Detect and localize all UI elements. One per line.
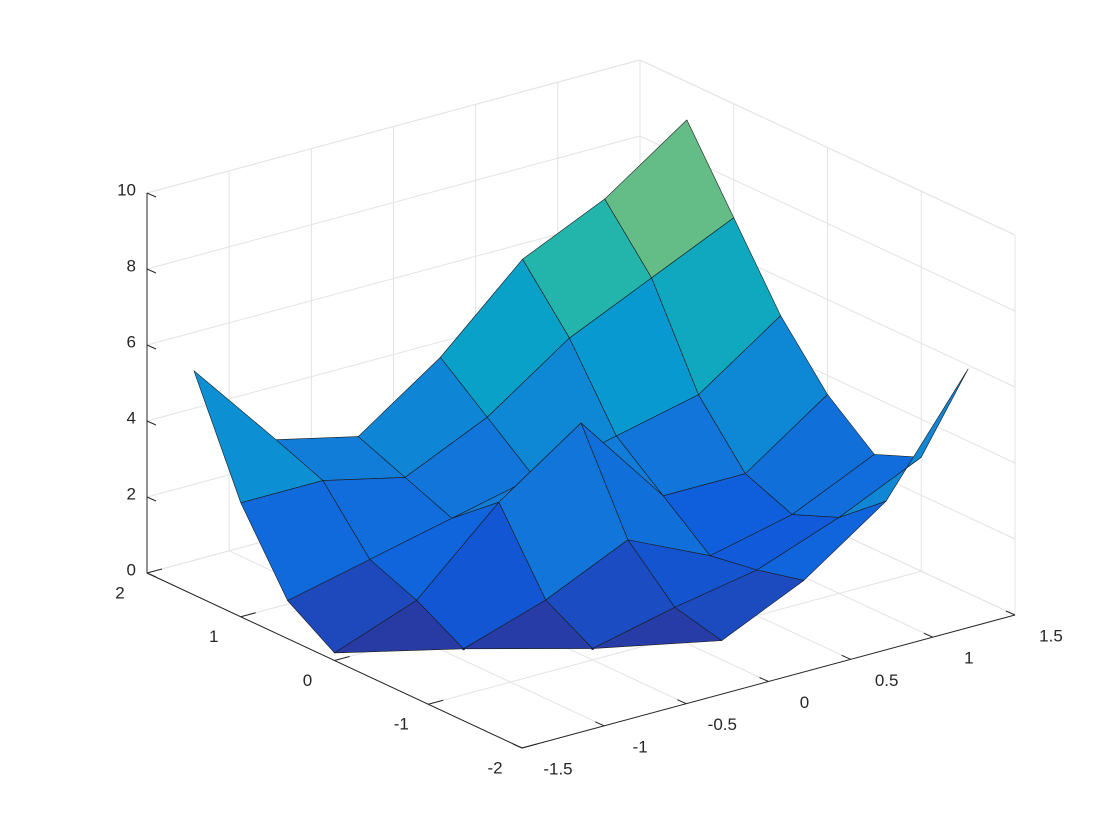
y-tick-label: -2 (487, 758, 502, 777)
x-tick (759, 677, 769, 682)
y-tick (521, 743, 538, 749)
z-tick-label: 8 (127, 256, 136, 275)
y-tick (334, 656, 350, 661)
z-tick-label: 10 (117, 180, 136, 199)
y-tick-label: 2 (115, 583, 124, 602)
z-tick-label: 6 (127, 332, 136, 351)
x-tick (677, 699, 687, 705)
y-tick (240, 612, 256, 618)
x-tick-label: 1 (964, 649, 973, 668)
y-tick-label: -1 (394, 715, 409, 734)
z-tick (146, 420, 157, 426)
surface-patch (334, 600, 464, 654)
x-tick-label: 1.5 (1039, 626, 1063, 645)
z-tick-label: 4 (127, 408, 136, 427)
z-tick (146, 268, 157, 274)
y-tick-label: 0 (303, 671, 312, 690)
grid-line (146, 59, 641, 194)
grid-line (639, 59, 1016, 236)
grid-line (146, 135, 641, 270)
x-tick (512, 743, 523, 749)
z-tick-label: 2 (127, 484, 136, 503)
z-tick-label: 0 (127, 560, 136, 579)
x-tick-label: -1 (633, 737, 648, 756)
z-tick (146, 496, 157, 502)
y-tick (146, 568, 163, 574)
x-tick-label: -1.5 (543, 759, 572, 778)
x-tick (594, 721, 605, 727)
x-tick (1005, 610, 1016, 616)
x-tick (841, 654, 851, 660)
surface-patch (592, 607, 722, 649)
surface-patch (463, 599, 593, 650)
z-tick (146, 192, 157, 198)
surface (193, 119, 969, 654)
z-tick (146, 344, 157, 350)
z-tick (146, 572, 157, 578)
y-tick (428, 699, 444, 705)
x-tick-label: 0 (800, 693, 809, 712)
x-tick (923, 632, 934, 638)
x-tick-label: -0.5 (708, 715, 737, 734)
x-tick-label: 0.5 (875, 671, 899, 690)
y-tick-label: 1 (209, 627, 218, 646)
